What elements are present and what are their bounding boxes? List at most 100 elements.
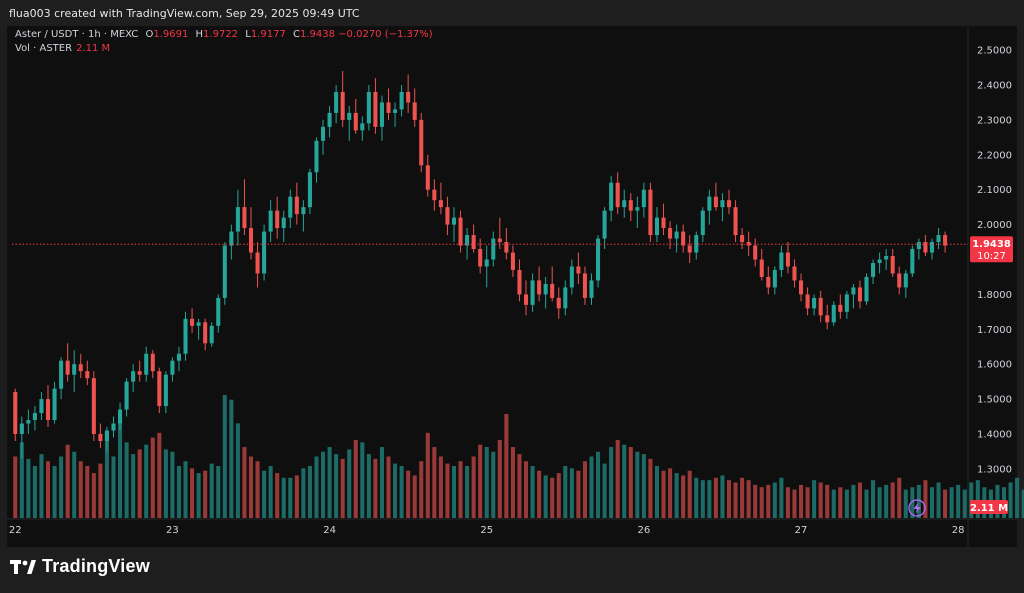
candle-body[interactable] — [124, 381, 129, 410]
candle-body[interactable] — [484, 259, 489, 267]
candle-body[interactable] — [936, 235, 941, 243]
candle-body[interactable] — [170, 360, 175, 375]
candle-body[interactable] — [857, 287, 862, 302]
candle-body[interactable] — [753, 245, 758, 260]
candle-body[interactable] — [943, 235, 948, 246]
candle-body[interactable] — [910, 249, 915, 274]
candle-body[interactable] — [150, 353, 155, 372]
lightning-icon[interactable] — [908, 499, 926, 517]
candle-body[interactable] — [406, 91, 411, 103]
candle-body[interactable] — [772, 269, 777, 288]
candle-body[interactable] — [635, 207, 640, 211]
candle-body[interactable] — [654, 217, 660, 236]
candle-body[interactable] — [419, 119, 424, 166]
candle-body[interactable] — [157, 371, 162, 407]
candle-body[interactable] — [176, 353, 182, 361]
candle-body[interactable] — [537, 280, 542, 295]
candle-body[interactable] — [209, 325, 214, 344]
candle-body[interactable] — [366, 91, 371, 124]
candle-body[interactable] — [307, 172, 312, 208]
candle-body[interactable] — [229, 231, 234, 246]
candle-body[interactable] — [458, 217, 463, 246]
candle-body[interactable] — [131, 371, 136, 382]
candle-body[interactable] — [425, 165, 430, 190]
candle-body[interactable] — [759, 259, 764, 277]
candle-body[interactable] — [582, 273, 587, 298]
candle-body[interactable] — [85, 371, 90, 379]
candle-body[interactable] — [445, 207, 450, 225]
candle-body[interactable] — [13, 392, 18, 434]
candle-body[interactable] — [379, 102, 384, 127]
candle-body[interactable] — [26, 420, 31, 424]
candle-body[interactable] — [929, 242, 935, 253]
candle-body[interactable] — [609, 182, 614, 211]
candle-body[interactable] — [255, 252, 260, 274]
candle-body[interactable] — [897, 273, 902, 288]
candle-body[interactable] — [779, 252, 784, 270]
candle-body[interactable] — [563, 287, 568, 309]
candle-body[interactable] — [602, 210, 607, 239]
candle-body[interactable] — [877, 259, 882, 263]
candle-body[interactable] — [694, 235, 699, 253]
candle-body[interactable] — [39, 399, 44, 414]
candle-body[interactable] — [196, 322, 201, 326]
candle-body[interactable] — [78, 364, 83, 372]
candle-body[interactable] — [674, 231, 679, 239]
candle-body[interactable] — [497, 238, 502, 243]
candle-body[interactable] — [844, 294, 849, 312]
candle-body[interactable] — [628, 200, 633, 211]
candle-body[interactable] — [818, 297, 823, 316]
candle-body[interactable] — [720, 200, 725, 208]
candle-body[interactable] — [32, 413, 37, 421]
candle-body[interactable] — [530, 280, 535, 305]
candle-body[interactable] — [65, 360, 70, 375]
candle-body[interactable] — [281, 217, 286, 229]
candle-body[interactable] — [327, 112, 332, 127]
candle-body[interactable] — [805, 294, 810, 309]
candle-body[interactable] — [471, 235, 476, 250]
candle-body[interactable] — [373, 91, 378, 127]
candle-body[interactable] — [766, 276, 771, 288]
candle-body[interactable] — [746, 242, 751, 246]
candle-body[interactable] — [825, 315, 830, 323]
candle-body[interactable] — [687, 245, 692, 253]
candle-body[interactable] — [235, 207, 240, 232]
candle-body[interactable] — [118, 409, 123, 424]
candle-body[interactable] — [622, 200, 627, 208]
candle-body[interactable] — [91, 378, 96, 434]
candle-body[interactable] — [681, 231, 686, 246]
candle-body[interactable] — [222, 245, 227, 298]
candle-body[interactable] — [576, 266, 581, 274]
candle-body[interactable] — [45, 399, 51, 421]
candle-body[interactable] — [203, 322, 208, 344]
candle-body[interactable] — [523, 294, 529, 305]
volume-label[interactable]: Vol · ASTER — [15, 43, 73, 54]
candle-body[interactable] — [864, 276, 869, 302]
candle-body[interactable] — [903, 273, 908, 288]
candle-body[interactable] — [393, 109, 398, 113]
candle-body[interactable] — [668, 228, 673, 239]
candle-body[interactable] — [320, 126, 326, 141]
candle-body[interactable] — [451, 217, 457, 225]
candle-body[interactable] — [248, 228, 254, 253]
candle-body[interactable] — [334, 91, 339, 113]
candle-body[interactable] — [785, 252, 790, 267]
candle-body[interactable] — [301, 207, 306, 215]
candle-body[interactable] — [216, 297, 221, 326]
candle-body[interactable] — [890, 256, 895, 274]
candle-body[interactable] — [713, 196, 718, 208]
candle-body[interactable] — [275, 210, 280, 229]
candle-body[interactable] — [98, 434, 103, 441]
candle-body[interactable] — [72, 364, 77, 375]
candle-body[interactable] — [648, 189, 653, 236]
candle-body[interactable] — [798, 280, 804, 295]
candle-body[interactable] — [432, 189, 437, 201]
candle-body[interactable] — [726, 200, 732, 208]
candle-body[interactable] — [491, 238, 496, 260]
candle-body[interactable] — [399, 91, 404, 110]
candle-body[interactable] — [700, 210, 705, 236]
candle-body[interactable] — [360, 123, 365, 131]
candle-body[interactable] — [916, 242, 921, 250]
candle-body[interactable] — [556, 297, 561, 309]
candle-body[interactable] — [104, 430, 109, 441]
